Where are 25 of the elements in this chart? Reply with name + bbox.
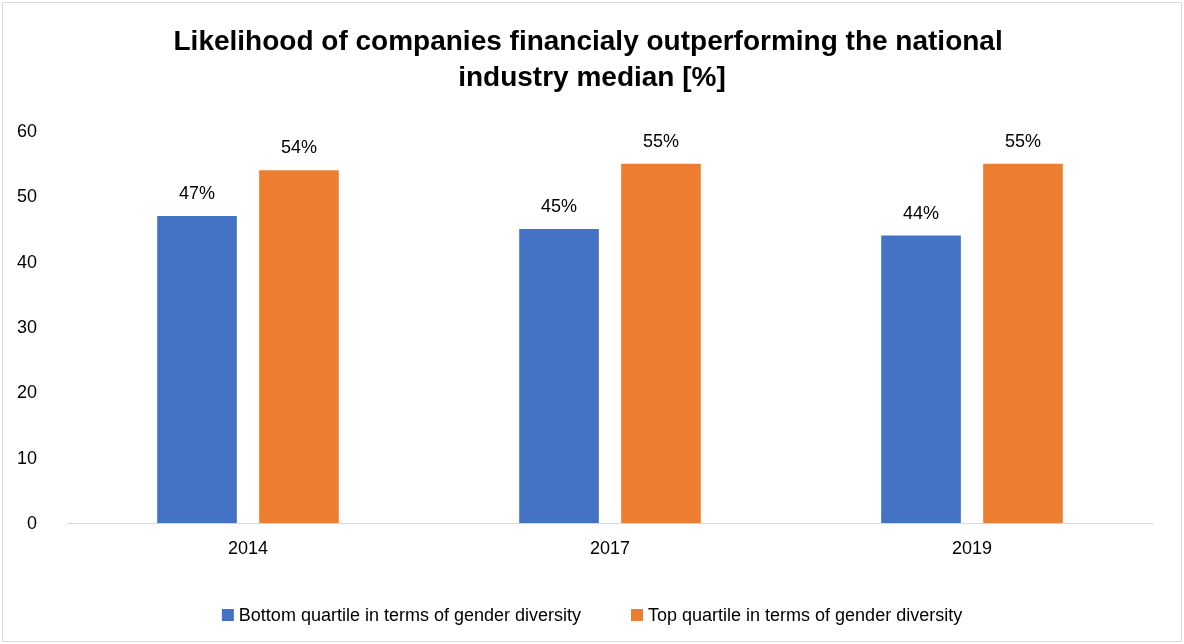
chart-title: Likelihood of companies financialy outperforming the national industry median [%]	[173, 24, 1011, 92]
y-tick-label: 20	[16, 382, 37, 403]
x-tick-label: 2014	[227, 538, 269, 558]
data-label: 45%	[541, 196, 578, 216]
x-tick-label: 2017	[589, 538, 631, 558]
data-label: 54%	[280, 137, 317, 158]
bar	[259, 170, 339, 523]
x-tick-label: 2019	[951, 538, 993, 558]
y-tick-label: 0	[26, 513, 37, 533]
bar	[157, 215, 237, 523]
y-tick-label: 10	[16, 447, 37, 468]
bar	[621, 163, 701, 523]
legend-label: Bottom quartile in terms of gender diversity	[238, 605, 582, 625]
y-tick-label: 50	[16, 186, 37, 207]
data-label: 44%	[903, 202, 940, 223]
data-label: 55%	[642, 130, 679, 151]
y-tick-label: 30	[16, 317, 37, 337]
bar	[983, 163, 1063, 523]
bar	[881, 235, 961, 523]
data-label: 47%	[179, 182, 216, 203]
data-label: 55%	[1004, 130, 1041, 151]
y-tick-label: 60	[16, 121, 37, 141]
bar	[519, 229, 599, 523]
y-tick-label: 40	[16, 251, 37, 272]
legend-label: Top quartile in terms of gender diversity	[648, 605, 963, 625]
